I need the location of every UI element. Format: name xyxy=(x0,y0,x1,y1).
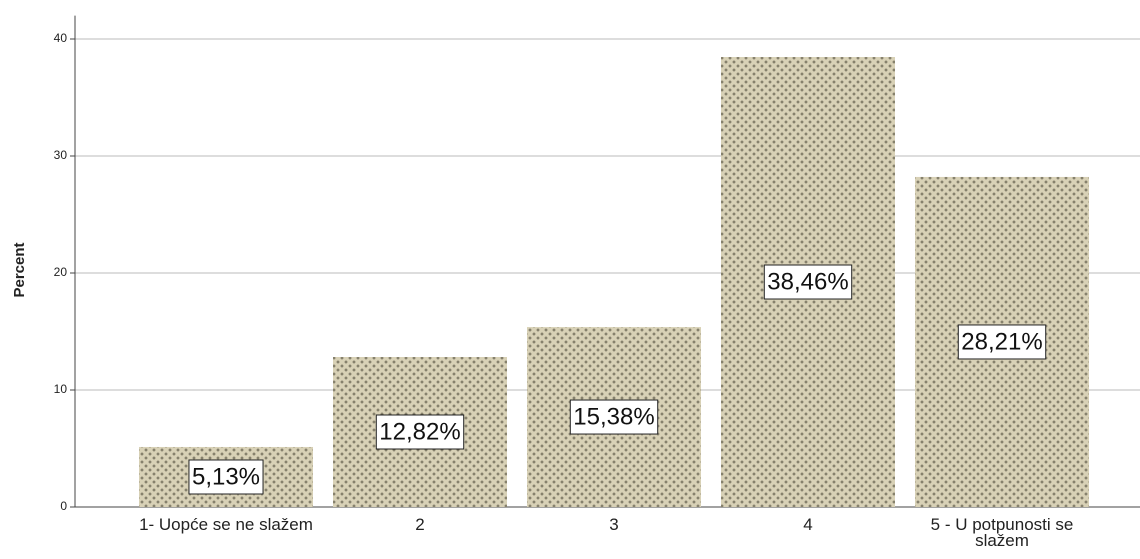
value-label-box xyxy=(569,399,659,435)
value-label-box xyxy=(957,324,1047,360)
value-label-box xyxy=(188,459,264,495)
value-label: 38,46% xyxy=(767,268,848,295)
x-tick-label: 3 xyxy=(609,515,619,534)
y-tick-label: 40 xyxy=(54,31,68,45)
x-tick-label: 4 xyxy=(803,515,813,534)
y-tick-label: 20 xyxy=(54,265,68,279)
value-label: 28,21% xyxy=(961,328,1042,355)
x-tick-label: 2 xyxy=(415,515,425,534)
y-tick-label: 30 xyxy=(54,148,68,162)
value-label-box xyxy=(763,264,853,300)
value-label: 5,13% xyxy=(192,463,260,490)
y-axis-label: Percent xyxy=(11,242,28,297)
x-tick-label: 1- Uopće se ne slažem xyxy=(139,515,313,534)
y-tick-label: 10 xyxy=(54,382,68,396)
value-label: 12,82% xyxy=(379,418,460,445)
value-label-box xyxy=(375,414,465,450)
x-tick-label: 5 - U potpunosti se slažem xyxy=(930,515,1074,550)
value-label: 15,38% xyxy=(573,403,654,430)
y-tick-label: 0 xyxy=(60,499,67,513)
